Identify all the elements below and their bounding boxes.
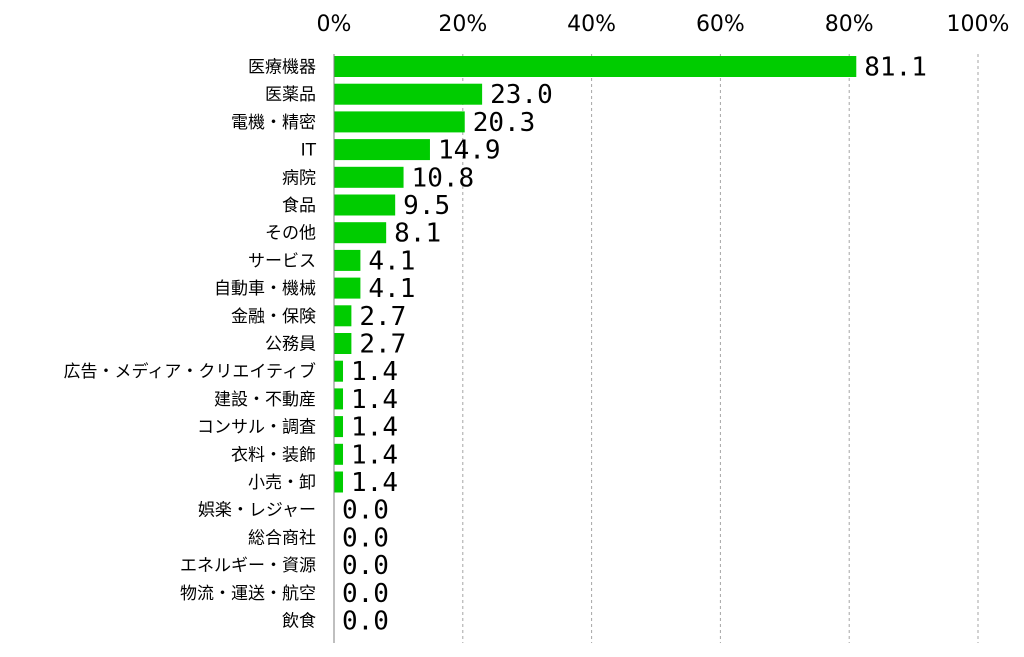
category-label: 建設・不動産: [214, 390, 316, 410]
bars: [334, 56, 857, 493]
category-label: エネルギー・資源: [180, 556, 316, 576]
value-label: 0.0: [342, 607, 389, 637]
x-axis-ticks: 0% 20% 40% 60% 80% 100%: [317, 12, 1010, 37]
bar: [334, 166, 404, 188]
bar: [334, 56, 857, 77]
category-label: 医薬品: [265, 85, 316, 105]
value-label: 0.0: [342, 523, 389, 553]
category-label: 自動車・機械: [214, 279, 316, 299]
bar: [334, 388, 344, 410]
value-label: 20.3: [473, 108, 536, 138]
x-tick-label: 100%: [947, 12, 1010, 37]
value-label: 0.0: [342, 579, 389, 609]
x-tick-label: 0%: [317, 12, 352, 37]
value-label: 4.1: [368, 274, 415, 304]
category-label: 公務員: [265, 335, 316, 355]
category-label: 小売・卸: [248, 473, 316, 493]
x-tick-label: 40%: [567, 12, 616, 37]
x-tick-label: 20%: [438, 12, 487, 37]
value-label: 81.1: [864, 53, 927, 83]
bar: [334, 83, 483, 105]
value-label: 1.4: [351, 357, 398, 387]
bar: [334, 194, 396, 216]
category-label: 飲食: [282, 612, 316, 632]
category-label: 総合商社: [248, 528, 316, 548]
value-label: 2.7: [359, 302, 406, 332]
category-label: 医療機器: [248, 58, 316, 78]
value-label: 1.4: [351, 440, 398, 470]
bar: [334, 139, 430, 161]
value-label: 4.1: [368, 246, 415, 276]
value-label: 8.1: [394, 219, 441, 249]
value-label: 0.0: [342, 496, 389, 526]
value-label: 1.4: [351, 413, 398, 443]
category-label: 広告・メディア・クリエイティブ: [64, 361, 316, 382]
bar: [334, 305, 352, 327]
value-label: 1.4: [351, 385, 398, 415]
x-tick-label: 80%: [825, 12, 874, 37]
category-label: その他: [265, 224, 316, 244]
category-label: 病院: [282, 168, 316, 188]
bar: [334, 471, 344, 493]
x-tick-label: 60%: [696, 12, 745, 37]
category-label: 娯楽・レジャー: [198, 501, 316, 521]
bar: [334, 416, 344, 438]
value-label: 1.4: [351, 468, 398, 498]
bar: [334, 277, 361, 299]
bar: [334, 222, 387, 244]
gridlines: [462, 54, 979, 643]
category-label: 電機・精密: [231, 113, 316, 133]
bar: [334, 111, 465, 133]
value-labels: 81.123.020.314.910.89.58.14.14.12.72.71.…: [342, 53, 927, 637]
category-label: サービス: [248, 251, 316, 271]
value-label: 14.9: [438, 136, 501, 166]
category-label: 衣料・装飾: [231, 445, 316, 465]
value-label: 9.5: [403, 191, 450, 221]
bar: [334, 249, 361, 271]
bar: [334, 333, 352, 354]
value-label: 10.8: [412, 163, 475, 193]
category-label: 食品: [282, 196, 316, 216]
bar: [334, 443, 344, 465]
category-label: 物流・運送・航空: [180, 584, 316, 604]
bar: [334, 360, 344, 382]
value-label: 0.0: [342, 551, 389, 581]
category-label: IT: [301, 141, 317, 161]
category-label: コンサル・調査: [197, 418, 316, 438]
category-label: 金融・保険: [231, 307, 316, 327]
value-label: 2.7: [359, 330, 406, 360]
value-label: 23.0: [490, 80, 553, 110]
